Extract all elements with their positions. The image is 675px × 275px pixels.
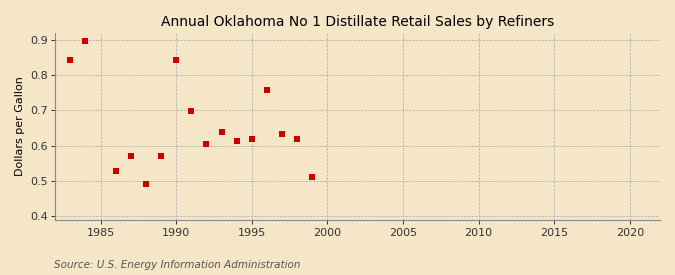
Y-axis label: Dollars per Gallon: Dollars per Gallon (15, 76, 25, 176)
Point (80, 39, 91, 44)
Point (156, 154, 167, 158)
Point (307, 175, 318, 179)
Point (292, 137, 302, 142)
Point (261, 88, 272, 93)
Point (171, 58, 182, 62)
Text: Source: U.S. Energy Information Administration: Source: U.S. Energy Information Administ… (54, 260, 300, 270)
Point (246, 136, 257, 141)
Point (126, 153, 136, 158)
Point (140, 182, 151, 187)
Point (277, 131, 288, 136)
Point (216, 130, 227, 134)
Point (186, 109, 196, 113)
Point (65, 58, 76, 62)
Point (201, 142, 212, 146)
Point (110, 169, 121, 174)
Point (232, 139, 242, 144)
Title: Annual Oklahoma No 1 Distillate Retail Sales by Refiners: Annual Oklahoma No 1 Distillate Retail S… (161, 15, 554, 29)
